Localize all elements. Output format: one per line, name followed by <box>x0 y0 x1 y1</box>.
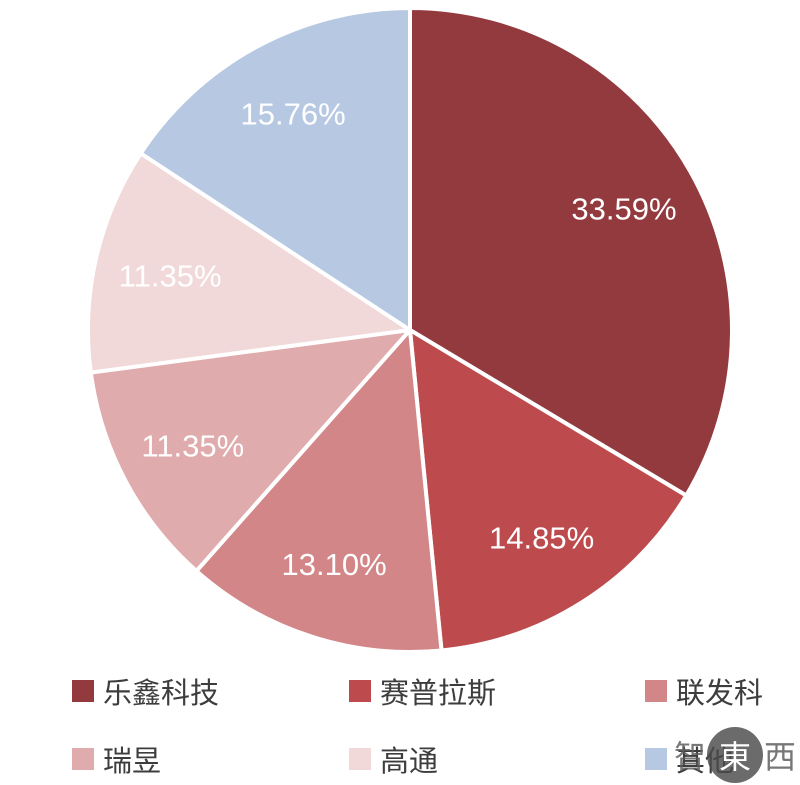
legend-item-2: 赛普拉斯 <box>349 670 645 712</box>
legend-swatch-5 <box>349 748 371 770</box>
legend-label-3: 联发科 <box>676 678 764 710</box>
legend-label-6: 其他 <box>676 746 735 778</box>
legend-item-3: 联发科 <box>645 670 763 712</box>
pie-slice-5 <box>86 151 412 375</box>
legend-item-5: 高通 <box>349 738 645 780</box>
slice-value-label-2: 14.85% <box>489 521 594 556</box>
pie-slice-6 <box>138 6 412 332</box>
slice-value-label-1: 33.59% <box>571 192 676 227</box>
pie-chart: 33.59% 14.85% 13.10% 11.35% 11.35% 15.76% <box>86 6 734 654</box>
legend-swatch-3 <box>645 680 667 702</box>
legend-item-4: 瑞昱 <box>72 738 349 780</box>
pie-slice-4 <box>88 328 412 573</box>
legend-swatch-2 <box>349 680 371 702</box>
slice-value-label-6: 15.76% <box>241 96 346 131</box>
pie-slice-2 <box>408 328 689 653</box>
slice-value-label-3: 13.10% <box>282 547 387 582</box>
slice-value-label-5: 11.35% <box>119 258 222 293</box>
legend-label-4: 瑞昱 <box>103 746 162 778</box>
pie-slice-1 <box>408 6 734 498</box>
legend-label-5: 高通 <box>380 746 439 778</box>
pie-slice-3 <box>194 328 444 654</box>
legend-label-2: 赛普拉斯 <box>380 678 497 710</box>
legend-swatch-6 <box>645 748 667 770</box>
legend-swatch-1 <box>72 680 94 702</box>
legend-label-1: 乐鑫科技 <box>103 678 220 710</box>
slice-value-label-4: 11.35% <box>141 428 244 463</box>
legend-swatch-4 <box>72 748 94 770</box>
legend-item-1: 乐鑫科技 <box>72 670 349 712</box>
legend: 乐鑫科技 赛普拉斯 联发科 瑞昱 高通 其他 <box>72 670 763 780</box>
watermark-suffix-text: 西 <box>763 739 796 775</box>
legend-item-6: 其他 <box>645 738 763 780</box>
